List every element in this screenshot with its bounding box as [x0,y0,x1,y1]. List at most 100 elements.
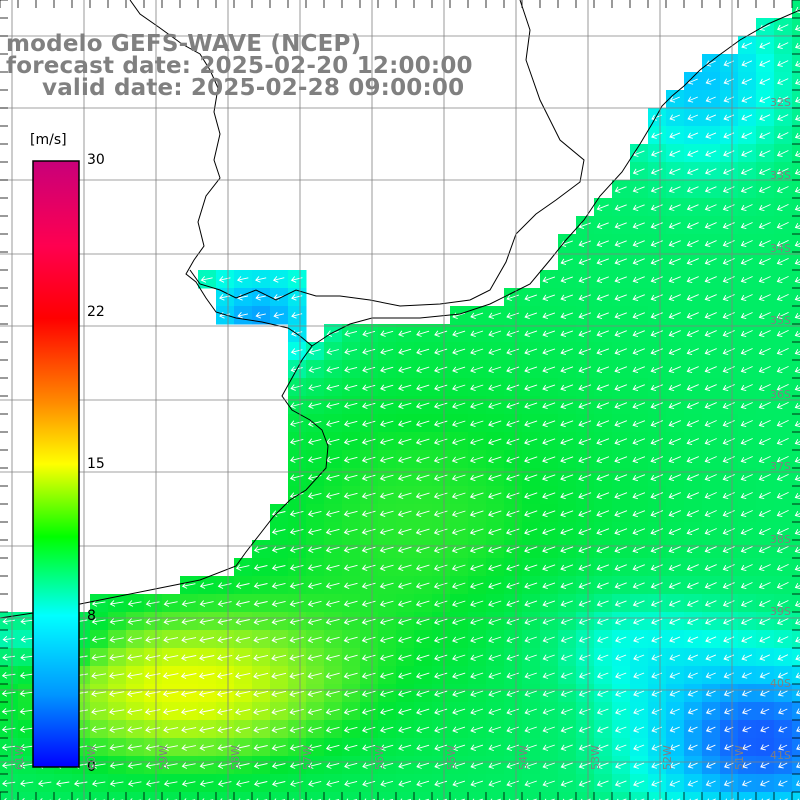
wind-arrow [758,312,771,320]
wind-arrow [20,617,33,625]
wind-arrow [704,438,717,446]
wind-arrow [487,492,502,500]
wind-arrow [614,744,627,751]
wind-arrow [632,528,646,536]
wind-arrow [307,546,322,554]
wind-cell [792,252,800,271]
wind-arrow [380,762,394,769]
wind-arrow [705,150,717,157]
wind-arrow [705,780,716,787]
wind-arrow [560,258,573,266]
wind-arrow [290,780,304,787]
wind-arrow [452,690,466,698]
wind-arrow [722,240,735,248]
wind-arrow [542,456,556,464]
wind-arrow [578,438,592,446]
wind-arrow [218,276,231,283]
wind-arrow [596,762,609,769]
wind-arrow [651,780,663,787]
wind-arrow [307,708,322,716]
wind-arrow [686,474,699,482]
wind-arrow [109,780,124,787]
wind-arrow [776,581,789,590]
wind-arrow [560,438,574,446]
wind-arrow [776,203,789,212]
wind-arrow [741,618,753,625]
wind-arrow [760,708,770,715]
wind-arrow [795,654,800,661]
wind-arrow [741,654,753,661]
wind-cell [414,792,433,800]
wind-arrow [704,276,717,284]
wind-arrow [289,582,304,590]
wind-arrow [343,726,358,734]
wind-arrow [307,618,322,626]
wind-arrow [470,312,484,320]
wind-arrow [741,60,753,67]
wind-arrow [759,96,771,103]
wind-arrow [795,618,800,625]
wind-arrow [740,312,753,320]
wind-arrow [704,222,717,230]
wind-arrow [524,438,538,446]
colorbar-tick-15: 15 [87,456,105,472]
wind-arrow [578,474,592,482]
wind-arrow [614,582,627,590]
wind-arrow [615,690,627,697]
wind-arrow [235,762,250,769]
wind-arrow [344,762,358,769]
wind-arrow [235,582,250,589]
wind-arrow [632,546,646,554]
wind-arrow [217,762,232,769]
wind-arrow [452,780,466,787]
wind-arrow [560,654,573,661]
wind-arrow [163,726,179,734]
wind-arrow [379,492,394,500]
wind-cell [540,792,559,800]
wind-arrow [686,348,699,356]
wind-arrow [668,492,681,500]
wind-arrow [704,240,717,248]
wind-arrow [343,528,358,536]
wind-arrow [20,653,34,661]
wind-arrow [542,384,556,392]
wind-arrow [397,474,412,482]
wind-cell [666,792,685,800]
wind-arrow [416,780,430,787]
wind-arrow [344,366,358,373]
wind-arrow [759,672,770,679]
wind-arrow [596,258,609,266]
wind-arrow [20,635,33,643]
wind-arrow [578,366,592,374]
wind-arrow [469,420,484,428]
wind-arrow [433,510,448,518]
wind-arrow [795,96,800,103]
wind-arrow [758,240,771,248]
wind-arrow [326,780,340,787]
wind-cell [180,792,199,800]
wind-arrow [596,564,610,572]
wind-arrow [343,636,358,644]
wind-arrow [216,690,233,698]
wind-arrow [777,42,789,49]
wind-arrow [307,438,322,445]
wind-arrow [379,456,394,464]
wind-arrow [722,402,735,410]
wind-arrow [777,60,789,67]
wind-arrow [704,510,717,518]
wind-arrow [470,690,484,698]
wind-arrow [794,204,800,211]
wind-arrow [578,492,592,500]
wind-arrow [578,402,592,410]
wind-arrow [777,132,789,139]
wind-arrow [451,618,466,626]
wind-arrow [704,402,717,410]
wind-arrow [397,600,412,608]
wind-arrow [434,330,448,338]
wind-arrow [633,672,645,679]
wind-arrow [758,222,771,230]
wind-arrow [289,456,304,463]
wind-arrow [181,780,196,787]
wind-arrow [416,744,430,751]
wind-arrow [722,546,735,554]
